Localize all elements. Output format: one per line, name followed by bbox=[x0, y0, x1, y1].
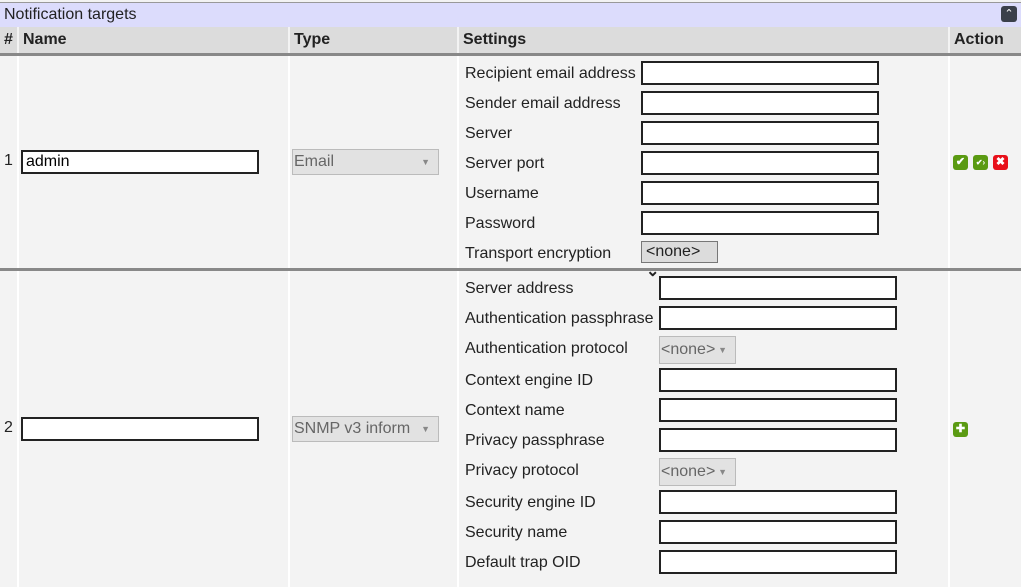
panel-title-bar: Notification targets ⌃ bbox=[0, 2, 1021, 27]
select-value: <none> bbox=[661, 463, 716, 480]
dropdown-arrow-icon: ▼ bbox=[421, 424, 430, 434]
setting-label: Password bbox=[465, 215, 536, 232]
setting-input[interactable] bbox=[659, 520, 897, 544]
column-divider bbox=[457, 56, 459, 268]
setting-input[interactable] bbox=[641, 121, 879, 145]
name-input[interactable] bbox=[21, 150, 259, 174]
column-divider bbox=[288, 56, 290, 268]
setting-select-disabled: <none> ▼ bbox=[659, 336, 736, 364]
setting-input[interactable] bbox=[641, 211, 879, 235]
row-number: 1 bbox=[4, 152, 13, 169]
delete-icon[interactable]: ✖ bbox=[993, 155, 1008, 170]
setting-label: Security engine ID bbox=[465, 494, 596, 511]
setting-label: Username bbox=[465, 185, 539, 202]
type-select: SNMP v3 inform ▼ bbox=[292, 416, 439, 442]
name-input[interactable] bbox=[21, 417, 259, 441]
setting-label: Context engine ID bbox=[465, 372, 594, 389]
header-num: # bbox=[4, 31, 13, 48]
header-type: Type bbox=[288, 27, 457, 53]
add-icon[interactable]: ✚ bbox=[953, 422, 968, 437]
dropdown-arrow-icon: ▼ bbox=[718, 467, 727, 477]
setting-label: Transport encryption bbox=[465, 245, 612, 262]
collapse-icon[interactable]: ⌃ bbox=[1001, 6, 1017, 22]
panel-title: Notification targets bbox=[4, 6, 137, 23]
dropdown-arrow-icon: ▼ bbox=[421, 157, 430, 167]
table-header: # Name Type Settings Action bbox=[0, 27, 1021, 56]
dropdown-arrow-icon: ▼ bbox=[718, 345, 727, 355]
row-separator bbox=[0, 268, 1021, 271]
setting-label: Server port bbox=[465, 155, 545, 172]
header-action: Action bbox=[948, 27, 1021, 53]
type-value: Email bbox=[294, 153, 335, 170]
setting-input[interactable] bbox=[659, 490, 897, 514]
select-value: <none> bbox=[646, 243, 701, 260]
row-number: 2 bbox=[4, 419, 13, 436]
chevron-down-icon: ⌄ bbox=[646, 263, 660, 280]
setting-input[interactable] bbox=[641, 181, 879, 205]
setting-input[interactable] bbox=[641, 61, 879, 85]
column-divider bbox=[17, 56, 19, 268]
setting-label: Sender email address bbox=[465, 95, 621, 112]
setting-label: Privacy passphrase bbox=[465, 432, 605, 449]
header-name: Name bbox=[17, 27, 288, 53]
column-divider bbox=[17, 271, 19, 587]
column-divider bbox=[948, 271, 950, 587]
setting-input[interactable] bbox=[641, 151, 879, 175]
type-select: Email ▼ bbox=[292, 149, 439, 175]
setting-input[interactable] bbox=[659, 306, 897, 330]
check-icon[interactable]: ✔ bbox=[953, 155, 968, 170]
setting-label: Security name bbox=[465, 524, 568, 541]
setting-select-disabled: <none> ▼ bbox=[659, 458, 736, 486]
setting-select[interactable]: <none> ⌄ bbox=[641, 241, 718, 280]
setting-label: Authentication protocol bbox=[465, 340, 628, 357]
select-value: <none> bbox=[661, 341, 716, 358]
setting-input[interactable] bbox=[659, 428, 897, 452]
setting-input[interactable] bbox=[659, 398, 897, 422]
setting-label: Server address bbox=[465, 280, 574, 297]
setting-label: Server bbox=[465, 125, 513, 142]
setting-label: Privacy protocol bbox=[465, 462, 579, 479]
setting-label: Recipient email address bbox=[465, 65, 636, 82]
setting-label: Default trap OID bbox=[465, 554, 581, 571]
column-divider bbox=[288, 271, 290, 587]
header-settings: Settings bbox=[457, 27, 948, 53]
type-value: SNMP v3 inform bbox=[294, 420, 411, 437]
setting-label: Context name bbox=[465, 402, 565, 419]
setting-input[interactable] bbox=[659, 368, 897, 392]
setting-label: Authentication passphrase bbox=[465, 310, 654, 327]
setting-input[interactable] bbox=[659, 276, 897, 300]
setting-input[interactable] bbox=[641, 91, 879, 115]
setting-input[interactable] bbox=[659, 550, 897, 574]
check-arrow-icon[interactable]: ✔› bbox=[973, 155, 988, 170]
column-divider bbox=[948, 56, 950, 268]
column-divider bbox=[457, 271, 459, 587]
